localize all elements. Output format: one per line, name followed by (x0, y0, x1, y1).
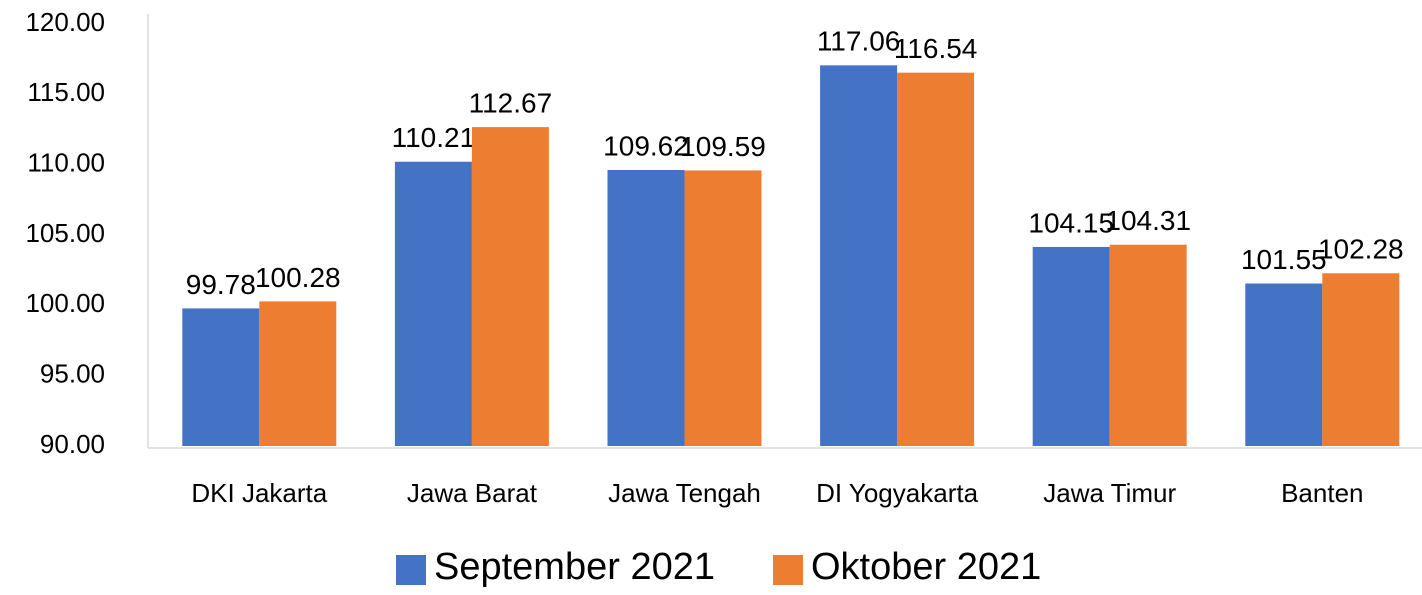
bar (1109, 244, 1187, 446)
bar (471, 127, 549, 446)
y-tick-label: 100.00 (25, 288, 105, 318)
legend-label: Oktober 2021 (811, 546, 1041, 588)
x-tick-label: Jawa Tengah (608, 478, 761, 508)
y-tick-label: 105.00 (25, 218, 105, 248)
data-label: 117.06 (817, 26, 901, 57)
bar (897, 72, 975, 447)
data-label: 104.15 (1028, 207, 1114, 238)
legend-swatch (772, 555, 803, 585)
bar (1032, 246, 1110, 446)
data-label: 100.28 (255, 262, 341, 293)
bar (394, 161, 472, 447)
bar (1245, 283, 1323, 446)
x-tick-label: Banten (1281, 478, 1363, 508)
legend-label: September 2021 (434, 546, 715, 588)
bar (1322, 273, 1400, 446)
data-label: 99.78 (186, 269, 256, 300)
data-label: 112.67 (469, 87, 553, 118)
y-tick-label: 110.00 (27, 148, 105, 178)
x-tick-label: DI Yogyakarta (816, 478, 978, 508)
data-label: 102.28 (1318, 234, 1404, 265)
data-label: 110.21 (392, 122, 476, 153)
data-label: 101.55 (1241, 244, 1327, 275)
data-label: 109.59 (680, 131, 766, 162)
y-tick-label: 90.00 (40, 429, 105, 459)
y-tick-label: 95.00 (40, 359, 105, 389)
y-tick-label: 120.00 (25, 7, 105, 37)
bar (259, 301, 337, 446)
x-tick-label: DKI Jakarta (191, 478, 327, 508)
data-label: 109.62 (603, 130, 689, 161)
data-label: 116.54 (894, 33, 978, 64)
bar (182, 308, 260, 446)
x-tick-label: Jawa Timur (1043, 478, 1176, 508)
y-tick-label: 115.00 (27, 77, 105, 107)
bar (607, 170, 685, 446)
legend-swatch (396, 555, 426, 585)
x-tick-label: Jawa Barat (407, 478, 538, 508)
bar (820, 65, 898, 446)
bar (684, 170, 762, 446)
data-label: 104.31 (1105, 205, 1191, 236)
